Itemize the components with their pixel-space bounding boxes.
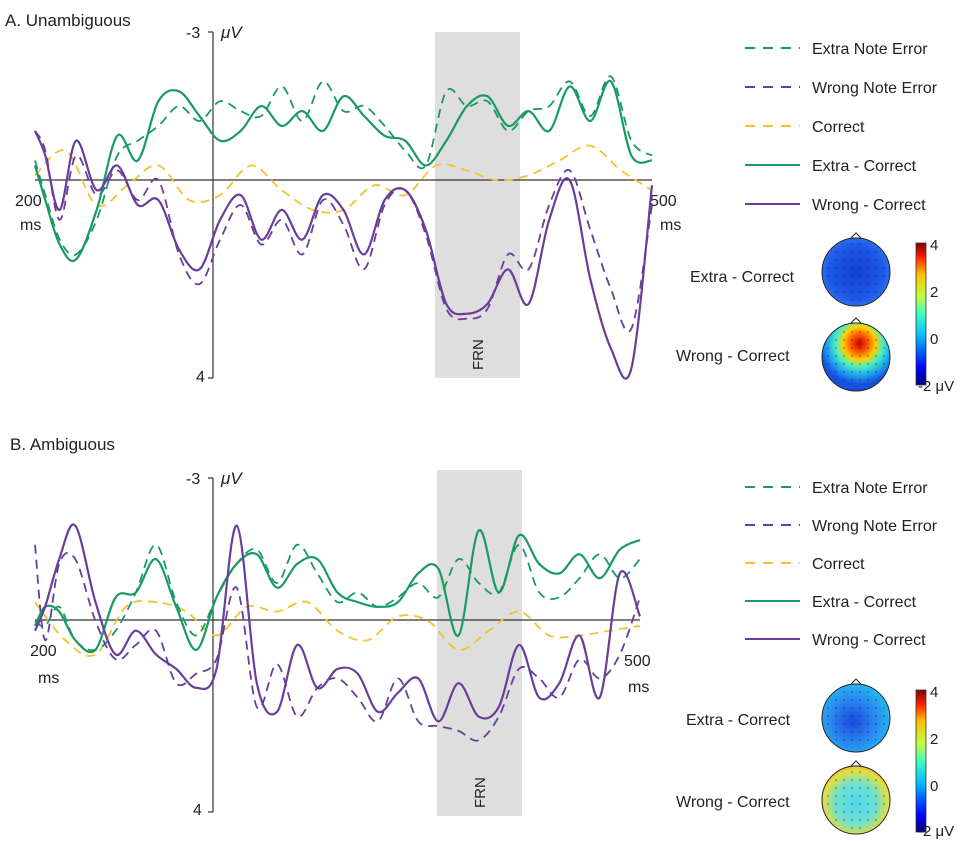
panel-a-cbar-tick-0: 0 — [930, 331, 938, 348]
panel-b-topo-extra-label: Extra - Correct — [686, 712, 791, 729]
panel-b-colorbar: 4 2 0 -2 μV — [915, 684, 954, 840]
panel-a-xunit-end: ms — [660, 217, 681, 234]
panel-b-xtick-end: 500 — [624, 653, 651, 670]
panel-b-cbar-tick-0: 0 — [930, 778, 938, 795]
panel-a-colorbar: 4 2 0 -2 μV — [915, 237, 954, 395]
panel-b-xunit-start: ms — [38, 670, 59, 687]
panel-a-xunit-start: ms — [20, 217, 41, 234]
panel-b-topoplot-wrong — [821, 760, 891, 835]
panel-a-title: A. Unambiguous — [5, 11, 131, 30]
panel-b-series-correct — [34, 599, 641, 657]
panel-b-topoplot-extra — [821, 678, 891, 753]
panel-a-topo-extra-label: Extra - Correct — [690, 269, 795, 286]
panel-b-plot-area — [33, 523, 642, 742]
panel-a-series-extra-note-error — [34, 75, 653, 257]
panel-a: A. Unambiguous FRN -3 μV 4 200 ms 500 ms… — [5, 11, 954, 395]
panel-a-legend-label-1: Wrong Note Error — [812, 80, 938, 97]
panel-a-series-wrong-note-error — [34, 130, 653, 333]
panel-b-ytick-bottom: 4 — [193, 802, 202, 819]
panel-b: B. Ambiguous FRN -3 μV 4 200 ms 500 ms E… — [10, 435, 954, 840]
panel-b-cbar-tick-m2: -2 μV — [918, 823, 954, 840]
panel-a-y-unit: μV — [220, 23, 243, 42]
panel-b-xunit-end: ms — [628, 679, 649, 696]
panel-b-frn-window — [437, 470, 522, 816]
panel-b-series-extra-correct — [34, 529, 641, 654]
panel-a-cbar-tick-4: 4 — [930, 237, 938, 254]
panel-b-series-extra-note-error — [34, 543, 641, 652]
panel-b-topo-wrong-label: Wrong - Correct — [676, 794, 790, 811]
panel-b-legend: Extra Note Error Wrong Note Error Correct E… — [745, 480, 938, 649]
panel-b-ytick-top: -3 — [186, 471, 200, 488]
panel-a-series-wrong-correct — [33, 130, 654, 380]
panel-b-xtick-start: 200 — [30, 643, 57, 660]
panel-b-legend-label-0: Extra Note Error — [812, 480, 928, 497]
panel-b-cbar-tick-2: 2 — [930, 731, 938, 748]
panel-a-plot-area — [33, 75, 654, 380]
panel-a-frn-window — [435, 32, 520, 378]
panel-a-frn-label: FRN — [470, 339, 487, 370]
panel-b-title: B. Ambiguous — [10, 435, 115, 454]
panel-a-xtick-start: 200 — [15, 193, 42, 210]
panel-b-legend-label-1: Wrong Note Error — [812, 518, 938, 535]
panel-a-ytick-top: -3 — [186, 25, 200, 42]
panel-b-frn-label: FRN — [472, 777, 489, 808]
panel-b-y-unit: μV — [220, 469, 243, 488]
panel-a-topoplot-wrong — [821, 317, 891, 392]
panel-a-series-extra-correct — [33, 80, 653, 262]
panel-b-cbar-tick-4: 4 — [930, 684, 938, 701]
panel-a-legend-label-4: Wrong - Correct — [812, 197, 926, 214]
panel-a-cbar-tick-2: 2 — [930, 284, 938, 301]
panel-b-series-wrong-correct — [33, 523, 642, 723]
panel-a-legend-label-3: Extra - Correct — [812, 158, 917, 175]
panel-a-ytick-bottom: 4 — [196, 369, 205, 386]
panel-a-topoplot-extra — [821, 232, 891, 307]
panel-a-legend-label-0: Extra Note Error — [812, 41, 928, 58]
panel-a-legend: Extra Note Error Wrong Note Error Correct E… — [745, 41, 938, 214]
panel-a-topo-wrong-label: Wrong - Correct — [676, 348, 790, 365]
panel-b-legend-label-2: Correct — [812, 556, 865, 573]
panel-a-legend-label-2: Correct — [812, 119, 865, 136]
panel-a-cbar-tick-m2: -2 μV — [918, 378, 954, 395]
panel-b-legend-label-4: Wrong - Correct — [812, 632, 926, 649]
panel-b-legend-label-3: Extra - Correct — [812, 594, 917, 611]
panel-a-xtick-end: 500 — [650, 193, 677, 210]
